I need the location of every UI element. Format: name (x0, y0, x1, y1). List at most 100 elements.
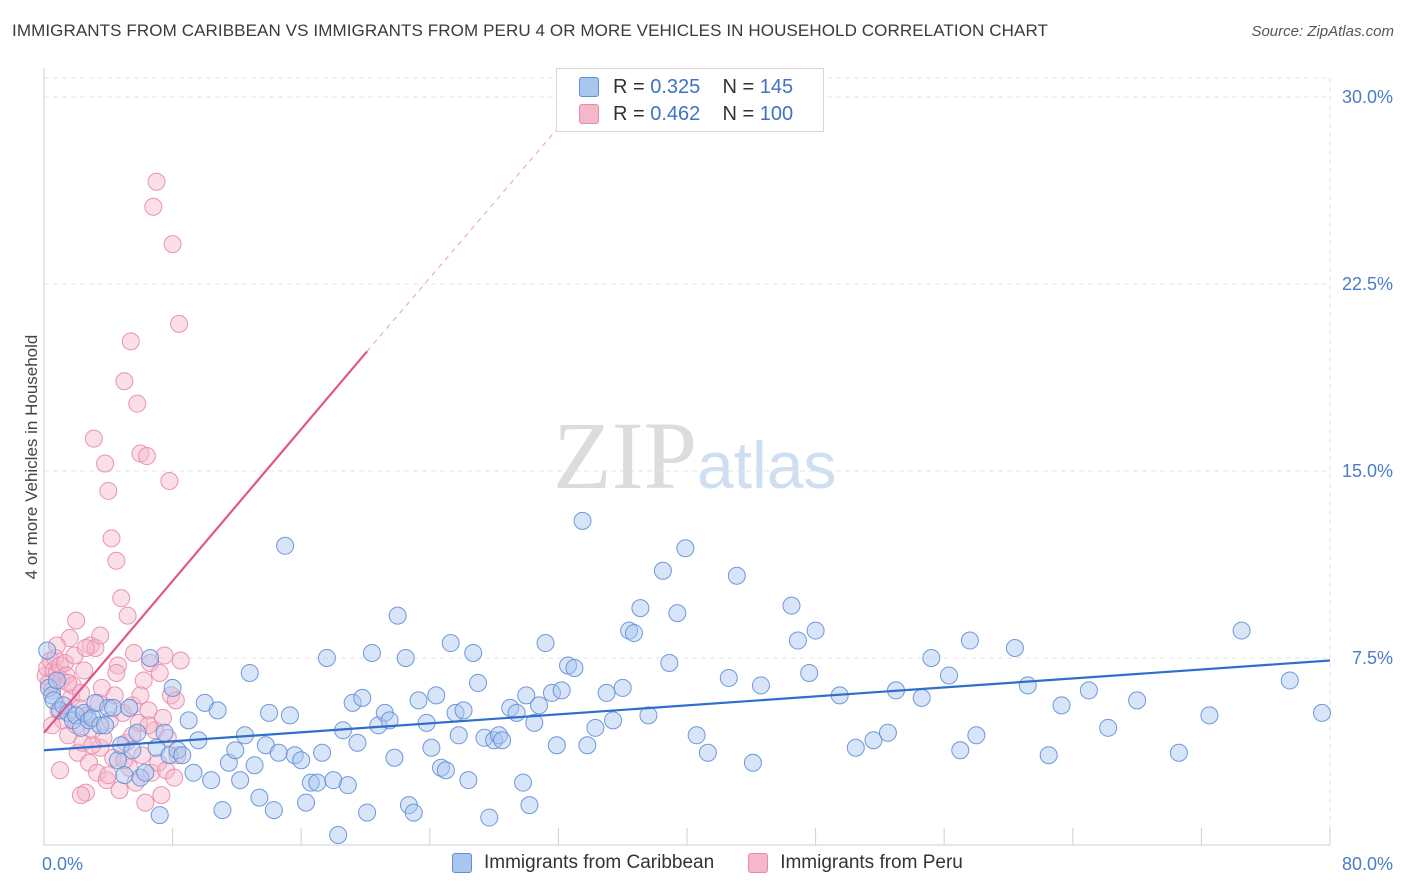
data-point-caribbean (388, 606, 407, 625)
data-point-caribbean (44, 691, 63, 710)
bottom-legend-label-peru: Immigrants from Peru (780, 852, 963, 873)
data-point-caribbean (597, 683, 616, 702)
legend-r-value: 0.325 (650, 75, 701, 98)
data-point-peru (153, 708, 172, 727)
data-point-peru (170, 314, 189, 333)
data-point-caribbean (967, 726, 986, 745)
data-point-caribbean (409, 691, 428, 710)
data-point-caribbean (343, 693, 362, 712)
data-point-peru (136, 793, 155, 812)
legend: R = 0.325 N = 145 R = 0.462 N = 100 (556, 68, 824, 132)
data-point-caribbean (1005, 639, 1024, 658)
data-point-caribbean (301, 773, 320, 792)
data-point-peru (76, 783, 95, 802)
data-point-caribbean (604, 711, 623, 730)
data-point-peru (125, 644, 144, 663)
watermark-atlas: atlas (697, 428, 837, 502)
legend-n-value: 100 (759, 102, 794, 125)
data-point-caribbean (422, 738, 441, 757)
data-point-caribbean (613, 678, 632, 697)
y-tick-label: 30.0% (1342, 87, 1393, 107)
data-point-peru (67, 611, 86, 630)
data-point-caribbean (276, 536, 295, 555)
data-point-caribbean (552, 681, 571, 700)
data-point-caribbean (520, 796, 539, 815)
data-point-peru (110, 781, 129, 800)
data-point-caribbean (280, 706, 299, 725)
y-tick-label: 22.5% (1342, 274, 1393, 294)
bottom-legend: Immigrants from Caribbean Immigrants fro… (452, 852, 963, 874)
data-point-caribbean (517, 686, 536, 705)
data-point-caribbean (260, 703, 279, 722)
chart-source: Source: ZipAtlas.com (1251, 23, 1394, 40)
data-point-peru (155, 646, 174, 665)
data-point-peru (88, 763, 107, 782)
legend-r-value: 0.462 (650, 102, 701, 125)
legend-n-label: N = (722, 102, 755, 125)
legend-row-caribbean: R = 0.325 N = 145 (557, 74, 793, 100)
data-point-caribbean (432, 758, 451, 777)
data-point-caribbean (108, 751, 127, 770)
data-point-caribbean (427, 686, 446, 705)
data-point-caribbean (324, 771, 343, 790)
data-point-peru (141, 653, 160, 672)
data-point-peru (134, 671, 153, 690)
data-point-caribbean (348, 733, 367, 752)
bottom-legend-swatch-peru (748, 853, 769, 873)
data-point-caribbean (213, 801, 232, 820)
data-point-caribbean (353, 688, 372, 707)
data-point-peru (47, 636, 66, 655)
data-point-peru (163, 235, 182, 254)
data-point-caribbean (245, 756, 264, 775)
x-tick-label: 0.0% (42, 854, 83, 874)
data-point-caribbean (493, 731, 512, 750)
data-point-caribbean (226, 741, 245, 760)
data-point-caribbean (136, 763, 155, 782)
data-point-caribbean (269, 743, 288, 762)
data-point-peru (71, 683, 90, 702)
legend-n-value: 145 (759, 75, 794, 98)
trend-line-peru (43, 350, 368, 734)
data-point-caribbean (96, 716, 115, 735)
data-point-peru (51, 761, 70, 780)
data-point-caribbean (751, 676, 770, 695)
data-point-peru (107, 663, 126, 682)
data-point-caribbean (668, 604, 687, 623)
data-point-peru (99, 481, 118, 500)
data-point-caribbean (1099, 718, 1118, 737)
data-point-caribbean (719, 668, 738, 687)
data-point-caribbean (1018, 676, 1037, 695)
data-point-peru (139, 701, 158, 720)
data-point-caribbean (1280, 671, 1299, 690)
legend-r-label: R = (613, 102, 645, 125)
data-point-peru (116, 733, 135, 752)
legend-r-label: R = (613, 75, 645, 98)
trend-lines (43, 96, 1331, 752)
y-axis-label: 4 or more Vehicles in Household (22, 335, 41, 580)
data-point-caribbean (1079, 681, 1098, 700)
data-point-caribbean (782, 596, 801, 615)
data-point-peru (71, 786, 90, 805)
data-point-caribbean (436, 761, 455, 780)
legend-swatch-peru (579, 104, 599, 124)
data-point-peru (150, 663, 169, 682)
data-point-caribbean (313, 743, 332, 762)
data-point-peru (121, 332, 140, 351)
data-point-caribbean (358, 803, 377, 822)
data-point-peru (147, 172, 166, 191)
data-point-peru (115, 372, 134, 391)
data-point-caribbean (800, 663, 819, 682)
data-point-caribbean (480, 808, 499, 827)
data-point-peru (126, 773, 145, 792)
data-point-caribbean (80, 711, 99, 730)
data-point-caribbean (514, 773, 533, 792)
data-point-caribbean (1200, 706, 1219, 725)
data-point-peru (108, 656, 127, 675)
data-point-caribbean (653, 561, 672, 580)
data-point-peru (165, 768, 184, 787)
data-point-caribbean (912, 688, 931, 707)
data-point-caribbean (38, 641, 57, 660)
data-point-caribbean (687, 726, 706, 745)
data-point-caribbean (184, 763, 203, 782)
data-point-caribbean (547, 736, 566, 755)
